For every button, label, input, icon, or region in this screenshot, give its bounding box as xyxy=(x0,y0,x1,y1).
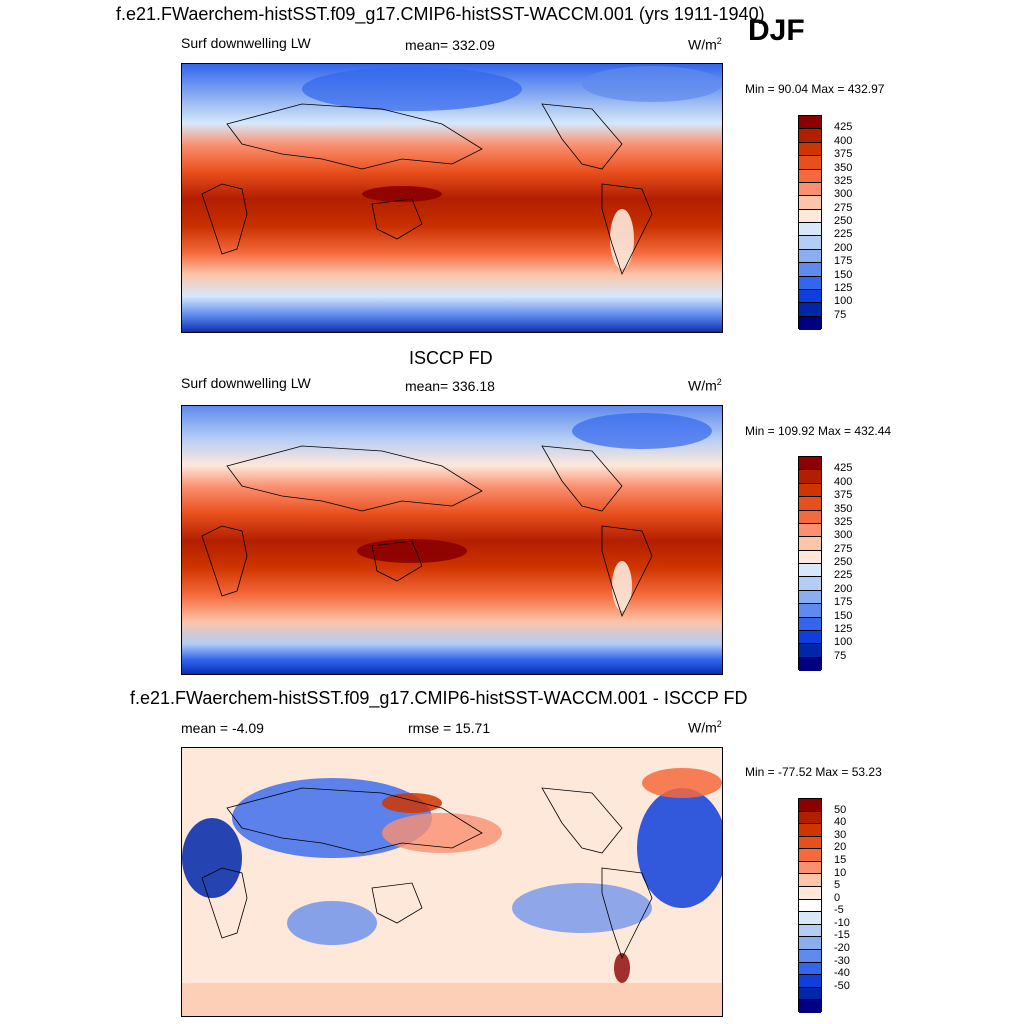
colorbar-tick-label: 300 xyxy=(834,529,853,542)
panel1-colorbar xyxy=(798,115,822,330)
colorbar-tick-label: 275 xyxy=(834,201,853,214)
colorbar-tick-label: 150 xyxy=(834,609,853,622)
panel1-mean: mean= 332.09 xyxy=(405,37,495,53)
colorbar-tick-label: 5 xyxy=(834,879,841,892)
colorbar-tick-label: 375 xyxy=(834,148,853,161)
colorbar-tick-label: 275 xyxy=(834,542,853,555)
panel2-variable: Surf downwelling LW xyxy=(181,375,311,391)
colorbar-tick-label: 225 xyxy=(834,569,853,582)
panel3-rmse: rmse = 15.71 xyxy=(408,720,491,736)
colorbar-tick-label: 20 xyxy=(834,841,847,854)
colorbar-tick-label: 0 xyxy=(834,891,841,904)
colorbar-tick-label: 75 xyxy=(834,649,847,662)
colorbar-tick-label: 325 xyxy=(834,515,853,528)
panel2-minmax: Min = 109.92 Max = 432.44 xyxy=(745,424,892,438)
colorbar-tick-label: 30 xyxy=(834,828,847,841)
colorbar-tick-label: 425 xyxy=(834,121,853,134)
colorbar-tick-label: 250 xyxy=(834,556,853,568)
panel3-map xyxy=(181,747,723,1017)
colorbar-tick-label: 150 xyxy=(834,268,853,281)
colorbar-tick-label: 325 xyxy=(834,174,853,187)
colorbar-tick-label: 175 xyxy=(834,596,853,609)
panel2-map xyxy=(181,405,723,675)
colorbar-tick-label: 350 xyxy=(834,502,853,515)
panel2-colorbar xyxy=(798,456,822,671)
panel3-map-svg xyxy=(182,748,722,1016)
colorbar-tick-label: 350 xyxy=(834,161,853,174)
colorbar-tick-label: -15 xyxy=(834,929,850,942)
colorbar-tick-label: -50 xyxy=(834,979,850,992)
colorbar-tick-label: 425 xyxy=(834,462,853,475)
colorbar-tick-label: 400 xyxy=(834,134,853,147)
panel2-units: W/m2 xyxy=(688,377,722,394)
panel1-title: f.e21.FWaerchem-histSST.f09_g17.CMIP6-hi… xyxy=(116,4,765,24)
colorbar-tick-label: 15 xyxy=(834,853,847,866)
colorbar-tick-label: -5 xyxy=(834,904,844,917)
panel2-title: ISCCP FD xyxy=(409,348,493,368)
colorbar-tick-label: 175 xyxy=(834,255,853,268)
colorbar-tick-label: 125 xyxy=(834,622,853,635)
season-label: DJF xyxy=(748,14,805,47)
panel3-title: f.e21.FWaerchem-histSST.f09_g17.CMIP6-hi… xyxy=(130,688,748,708)
colorbar-tick-label: 225 xyxy=(834,228,853,241)
panel1-variable: Surf downwelling LW xyxy=(181,35,311,51)
panel3-minmax: Min = -77.52 Max = 53.23 xyxy=(745,765,882,779)
colorbar-tick-label: 400 xyxy=(834,475,853,488)
colorbar-tick-label: 40 xyxy=(834,816,847,829)
colorbar-tick-label: 50 xyxy=(834,803,847,816)
colorbar-tick-label: 75 xyxy=(834,308,847,321)
panel2-mean: mean= 336.18 xyxy=(405,378,495,394)
panel1-minmax: Min = 90.04 Max = 432.97 xyxy=(745,82,885,96)
colorbar-tick-label: 100 xyxy=(834,295,853,308)
panel3-mean: mean = -4.09 xyxy=(181,720,264,736)
colorbar-tick-label: 10 xyxy=(834,866,847,879)
colorbar-tick-label: 375 xyxy=(834,489,853,502)
colorbar-tick-label: -40 xyxy=(834,967,850,980)
colorbar-tick-label: 100 xyxy=(834,636,853,649)
panel1-units: W/m2 xyxy=(688,36,722,53)
colorbar-tick-label: 200 xyxy=(834,241,853,254)
colorbar-tick-label: -10 xyxy=(834,916,850,929)
colorbar-tick-label: 125 xyxy=(834,281,853,294)
panel2-map-svg xyxy=(182,406,722,674)
panel1-map xyxy=(181,63,723,333)
panel1-map-svg xyxy=(182,64,722,332)
colorbar-tick-label: 200 xyxy=(834,582,853,595)
colorbar-tick-label: 300 xyxy=(834,188,853,201)
panel3-units: W/m2 xyxy=(688,719,722,736)
colorbar-tick-label: 250 xyxy=(834,215,853,227)
colorbar-tick-label: -30 xyxy=(834,954,850,967)
colorbar-tick-label: -20 xyxy=(834,942,850,955)
panel3-colorbar xyxy=(798,798,822,1013)
